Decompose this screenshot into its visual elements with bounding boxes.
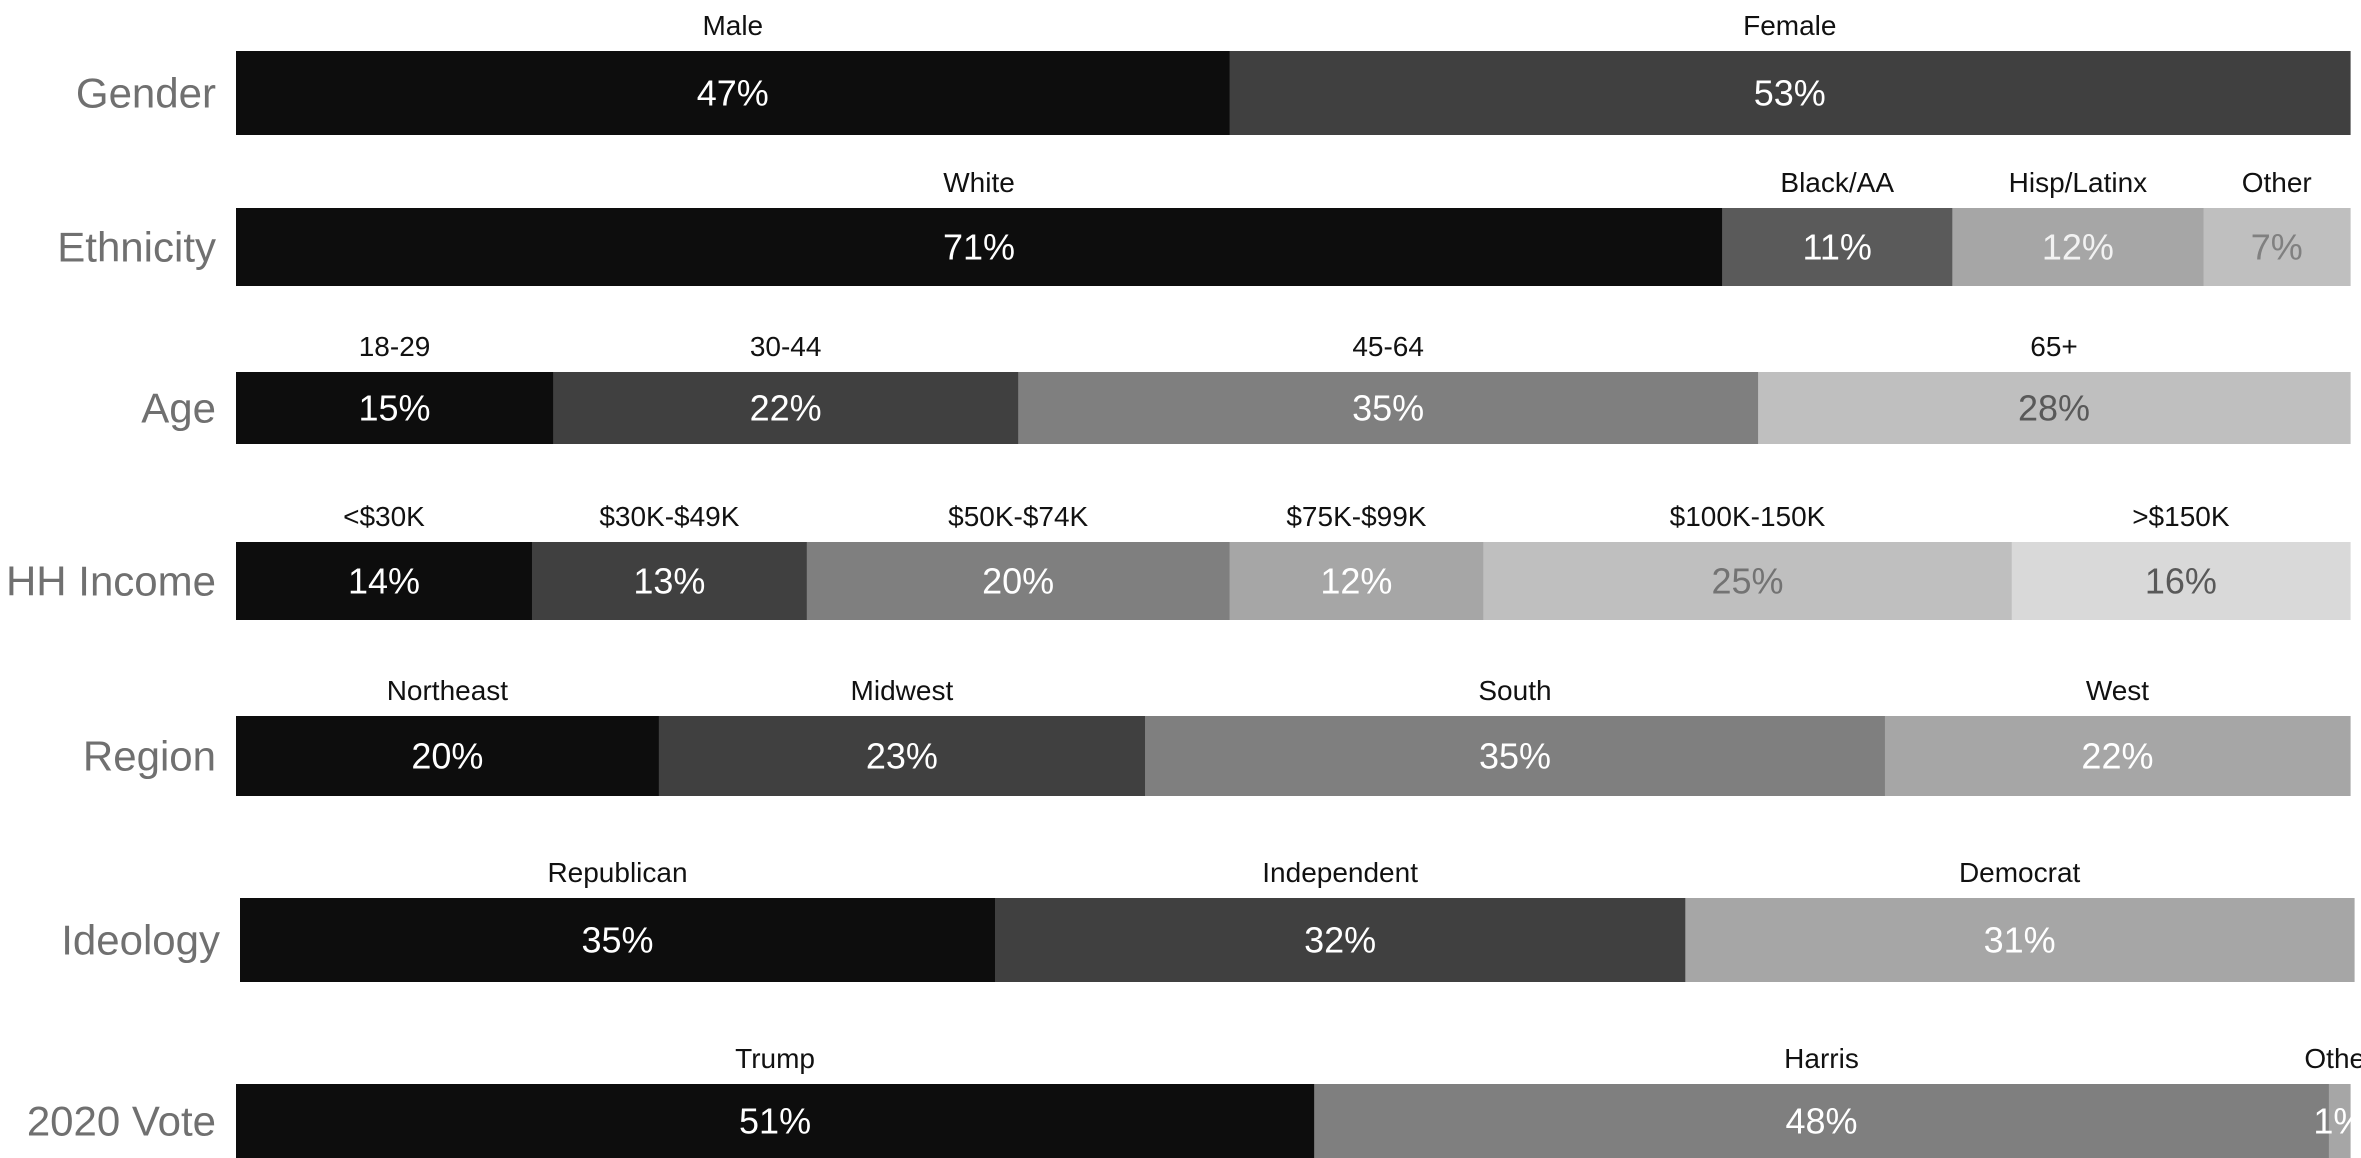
category-label-ethnicity-hisp-latinx: Hisp/Latinx: [2009, 167, 2148, 198]
category-label-age-18-29: 18-29: [359, 331, 431, 362]
value-label-ethnicity-other: 7%: [2251, 227, 2303, 268]
bar-segment-hh-income-30k: [236, 542, 533, 620]
value-label-hh-income-75k-99k: 12%: [1320, 561, 1392, 602]
value-label-hh-income-100k-150k: 25%: [1711, 561, 1783, 602]
category-label-region-west: West: [2086, 675, 2149, 706]
row-hh-income: HH Income <$30K 14% $30K-$49K 13% $50K-$74K 20…: [6, 501, 2351, 620]
value-label-region-northeast: 20%: [411, 736, 483, 777]
category-label-hh-income-75k-99k: $75K-$99K: [1286, 501, 1426, 532]
bar-segment-gender-female: [1229, 51, 2351, 135]
category-label-region-south: South: [1478, 675, 1551, 706]
row-label-ideology: Ideology: [61, 917, 220, 964]
value-label-gender-male: 47%: [697, 73, 769, 114]
value-label-gender-female: 53%: [1754, 73, 1826, 114]
bar-segment-2020-vote-other: [2328, 1084, 2351, 1158]
category-label-hh-income-30k-49k: $30K-$49K: [599, 501, 739, 532]
value-label-2020-vote-other: 1%: [2313, 1101, 2361, 1142]
row-label-age: Age: [141, 385, 216, 432]
category-label-age-65: 65+: [2030, 331, 2078, 362]
row-2020-vote: 2020 Vote Trump 51% Harris 48% Other 1%: [27, 1043, 2361, 1158]
category-label-ethnicity-black-aa: Black/AA: [1780, 167, 1894, 198]
value-label-age-45-64: 35%: [1352, 388, 1424, 429]
value-label-hh-income-30k: 14%: [348, 561, 420, 602]
value-label-age-18-29: 15%: [359, 388, 431, 429]
row-label-ethnicity: Ethnicity: [57, 224, 216, 271]
category-label-ideology-republican: Republican: [547, 857, 687, 888]
category-label-gender-male: Male: [702, 10, 763, 41]
category-label-hh-income-100k-150k: $100K-150K: [1670, 501, 1826, 532]
bar-segment-age-30-44: [553, 372, 1019, 444]
bar-segment-ideology-republican: [240, 898, 996, 982]
category-label-ideology-independent: Independent: [1262, 857, 1418, 888]
bar-segment-hh-income-150k: [2011, 542, 2351, 620]
category-label-region-midwest: Midwest: [851, 675, 954, 706]
row-label-gender: Gender: [76, 70, 216, 117]
category-label-2020-vote-harris: Harris: [1784, 1043, 1859, 1074]
bar-segment-2020-vote-harris: [1314, 1084, 2330, 1158]
value-label-region-south: 35%: [1479, 736, 1551, 777]
category-label-gender-female: Female: [1743, 10, 1836, 41]
bar-segment-hh-income-30k-49k: [531, 542, 808, 620]
value-label-hh-income-150k: 16%: [2145, 561, 2217, 602]
value-label-ideology-independent: 32%: [1304, 920, 1376, 961]
bar-segment-ethnicity-black-aa: [1722, 208, 1953, 286]
value-label-2020-vote-harris: 48%: [1785, 1101, 1857, 1142]
value-label-ethnicity-hisp-latinx: 12%: [2042, 227, 2114, 268]
bar-segment-2020-vote-trump: [236, 1084, 1315, 1158]
value-label-ideology-republican: 35%: [581, 920, 653, 961]
bar-segment-hh-income-100k-150k: [1483, 542, 2013, 620]
bar-segment-gender-male: [236, 51, 1231, 135]
row-gender: Gender Male 47% Female 53%: [76, 10, 2351, 135]
value-label-age-65: 28%: [2018, 388, 2090, 429]
category-label-2020-vote-trump: Trump: [735, 1043, 815, 1074]
bar-segment-hh-income-50k-74k: [806, 542, 1231, 620]
row-label-hh-income: HH Income: [6, 558, 216, 605]
value-label-region-west: 22%: [2081, 736, 2153, 777]
category-label-age-30-44: 30-44: [750, 331, 822, 362]
row-ethnicity: Ethnicity White 71% Black/AA 11% Hisp/Latinx 1…: [57, 167, 2351, 286]
row-label-region: Region: [83, 733, 216, 780]
bar-segment-age-18-29: [236, 372, 554, 444]
bar-segment-region-midwest: [658, 716, 1146, 796]
value-label-ethnicity-white: 71%: [943, 227, 1015, 268]
category-label-ethnicity-white: White: [943, 167, 1015, 198]
category-label-2020-vote-other: Other: [2304, 1043, 2361, 1074]
value-label-2020-vote-trump: 51%: [739, 1101, 811, 1142]
value-label-hh-income-30k-49k: 13%: [633, 561, 705, 602]
category-label-age-45-64: 45-64: [1352, 331, 1424, 362]
category-label-hh-income-30k: <$30K: [343, 501, 425, 532]
bar-segment-region-northeast: [236, 716, 660, 796]
value-label-age-30-44: 22%: [750, 388, 822, 429]
category-label-hh-income-50k-74k: $50K-$74K: [948, 501, 1088, 532]
value-label-ethnicity-black-aa: 11%: [1803, 227, 1872, 268]
bar-segment-ethnicity-white: [236, 208, 1723, 286]
category-label-ethnicity-other: Other: [2242, 167, 2312, 198]
bar-segment-age-65: [1758, 372, 2351, 444]
value-label-hh-income-50k-74k: 20%: [982, 561, 1054, 602]
value-label-ideology-democrat: 31%: [1984, 920, 2056, 961]
bar-segment-region-south: [1145, 716, 1886, 796]
row-ideology: Ideology Republican 35% Independent 32% Democ…: [61, 857, 2355, 982]
bar-segment-ideology-democrat: [1685, 898, 2355, 982]
row-label-2020-vote: 2020 Vote: [27, 1098, 216, 1145]
category-label-ideology-democrat: Democrat: [1959, 857, 2081, 888]
bar-segment-ethnicity-hisp-latinx: [1952, 208, 2205, 286]
category-label-hh-income-150k: >$150K: [2132, 501, 2230, 532]
bar-segment-region-west: [1884, 716, 2351, 796]
category-label-region-northeast: Northeast: [387, 675, 509, 706]
bar-segment-hh-income-75k-99k: [1229, 542, 1484, 620]
value-label-region-midwest: 23%: [866, 736, 938, 777]
bar-segment-ethnicity-other: [2203, 208, 2351, 286]
row-region: Region Northeast 20% Midwest 23% South 35% West…: [83, 675, 2351, 796]
row-age: Age 18-29 15% 30-44 22% 45-64 35% 65+ 28%: [141, 331, 2351, 444]
bar-segment-age-45-64: [1018, 372, 1759, 444]
bar-segment-ideology-independent: [995, 898, 1686, 982]
